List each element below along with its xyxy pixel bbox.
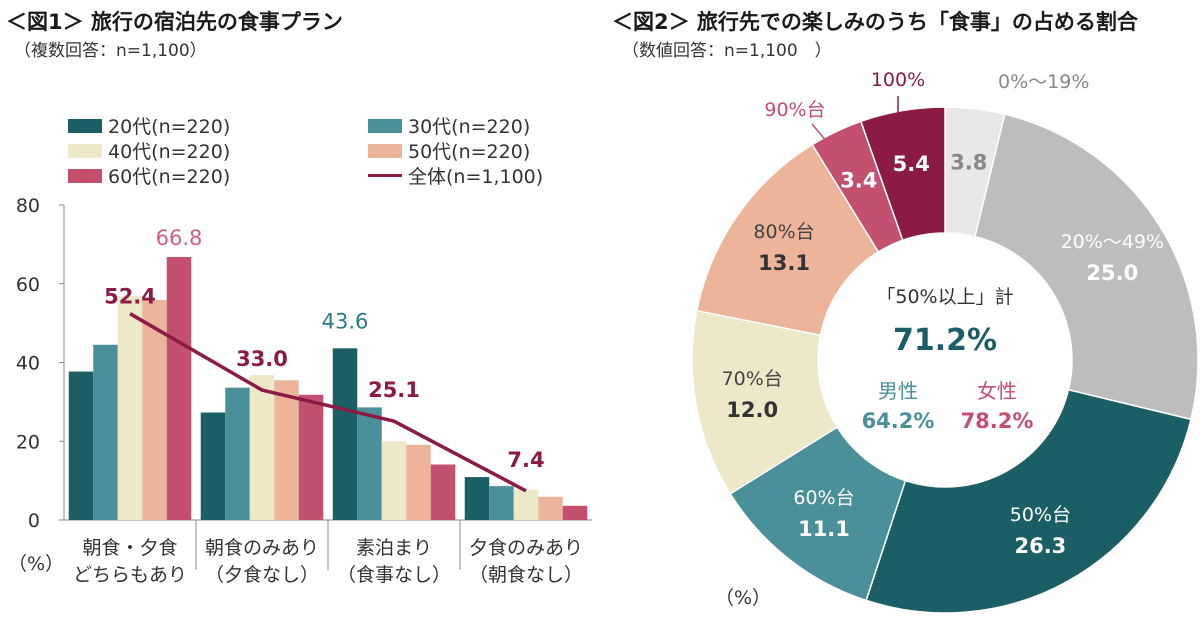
x-category-label: どちらもあり [73,564,187,586]
legend-label-total: 全体(n=1,100) [408,166,544,188]
bar-50s-0 [142,299,167,520]
x-category-label: 朝食のみあり [205,537,319,559]
fig2-donut-chart: 3.8 20%〜49% 25.0 50%台 26.3 60%台 11.1 70%台 12.0 80… [691,69,1199,614]
legend-40s: 40代(n=220) [68,137,230,164]
data-label: 52.4 [104,285,156,309]
center-heading: 「50%以上」計 [876,286,1013,308]
legend-label-60s: 60代(n=220) [108,166,231,188]
donut-slice-7 [859,106,946,242]
legend-swatch-30s [368,118,402,133]
y-tick-label: 40 [16,353,40,375]
fig1-title: ＜図1＞ 旅行の宿泊先の食事プラン [6,10,343,34]
center-female-label: 女性 [977,379,1017,403]
y-tick-label: 20 [16,431,40,453]
slice-label-outside: 100% [871,69,925,91]
fig2-title: ＜図2＞ 旅行先での楽しみのうち「食事」の占める割合 [612,10,1138,34]
legend-30s: 30代(n=220) [368,112,530,139]
slice-value: 3.8 [950,150,987,174]
bar-40s-0 [117,296,143,520]
fig1-unit-label: （%） [8,553,64,575]
center-female-value: 78.2% [961,409,1034,433]
data-label: 66.8 [156,226,203,250]
legend-label-30s: 30代(n=220) [408,116,531,138]
legend-label-20s: 20代(n=220) [108,116,231,138]
slice-label: 60%台 [793,487,854,509]
slice-label-outside: 0%〜19% [998,71,1089,93]
fig2-unit-label: （%） [715,587,771,609]
bar-50s-2 [406,444,431,520]
donut-slice-1 [974,113,1199,421]
slice-value: 11.1 [798,517,850,541]
slice-label-outside: 90%台 [764,99,825,121]
legend-swatch-60s [68,168,102,183]
slice-value: 5.4 [893,152,930,176]
legend-total: 全体(n=1,100) [368,162,543,189]
bar-60s-1 [298,394,324,520]
bar-40s-2 [381,441,407,520]
legend-label-50s: 50代(n=220) [408,141,531,163]
donut-slice-2 [865,388,1192,614]
slice-value: 25.0 [1086,261,1138,285]
data-label: 25.1 [368,378,420,402]
slice-value: 12.0 [726,398,778,422]
fig2-subtitle: （数値回答：n=1,100 ） [622,41,832,61]
bar-20s-2 [332,348,358,520]
bar-60s-3 [562,505,588,520]
bar-20s-3 [464,477,490,520]
legend-swatch-50s [368,143,402,158]
slice-label: 20%〜49% [1061,231,1164,253]
legend-50s: 50代(n=220) [368,137,530,164]
x-category-label: （夕食なし） [205,564,319,586]
bar-30s-2 [357,407,382,520]
legend-swatch-20s [68,118,102,133]
data-label: 7.4 [507,448,544,472]
x-category-label: （朝食なし） [469,564,583,586]
legend-swatch-40s [68,143,102,158]
legend-line-total [368,174,402,177]
bar-50s-3 [538,496,563,520]
y-tick-label: 60 [16,274,40,296]
x-category-label: 朝食・夕食 [82,537,177,559]
data-label: 33.0 [236,347,288,371]
data-label: 43.6 [322,309,369,333]
slice-label: 50%台 [1010,504,1071,526]
bar-30s-0 [93,344,118,520]
bar-40s-3 [513,489,539,520]
leader-line-90 [811,123,833,149]
fig1-subtitle: （複数回答：n=1,100） [14,41,207,61]
slice-label: 80%台 [753,221,814,243]
slice-value: 3.4 [840,169,877,193]
center-male-value: 64.2% [862,409,935,433]
bar-30s-3 [489,486,514,520]
bar-30s-1 [225,387,250,520]
y-tick-label: 0 [28,510,40,532]
legend-label-40s: 40代(n=220) [108,141,231,163]
y-tick-label: 80 [16,195,40,217]
total-line [129,312,527,493]
center-total: 71.2% [893,323,997,358]
bar-50s-1 [274,380,299,520]
x-category-label: 夕食のみあり [469,537,583,559]
x-category-label: 素泊まり [356,537,432,559]
slice-value: 13.1 [758,251,810,275]
bar-20s-0 [68,371,94,520]
legend-20s: 20代(n=220) [68,112,230,139]
slice-value: 26.3 [1014,534,1066,558]
legend-60s: 60代(n=220) [68,162,230,189]
slice-label: 70%台 [722,368,783,390]
bar-60s-2 [430,464,456,520]
center-male-label: 男性 [878,379,918,403]
bar-20s-1 [200,412,226,520]
bar-60s-0 [166,256,192,520]
x-category-label: （食事なし） [337,564,451,586]
bar-40s-1 [249,375,275,520]
